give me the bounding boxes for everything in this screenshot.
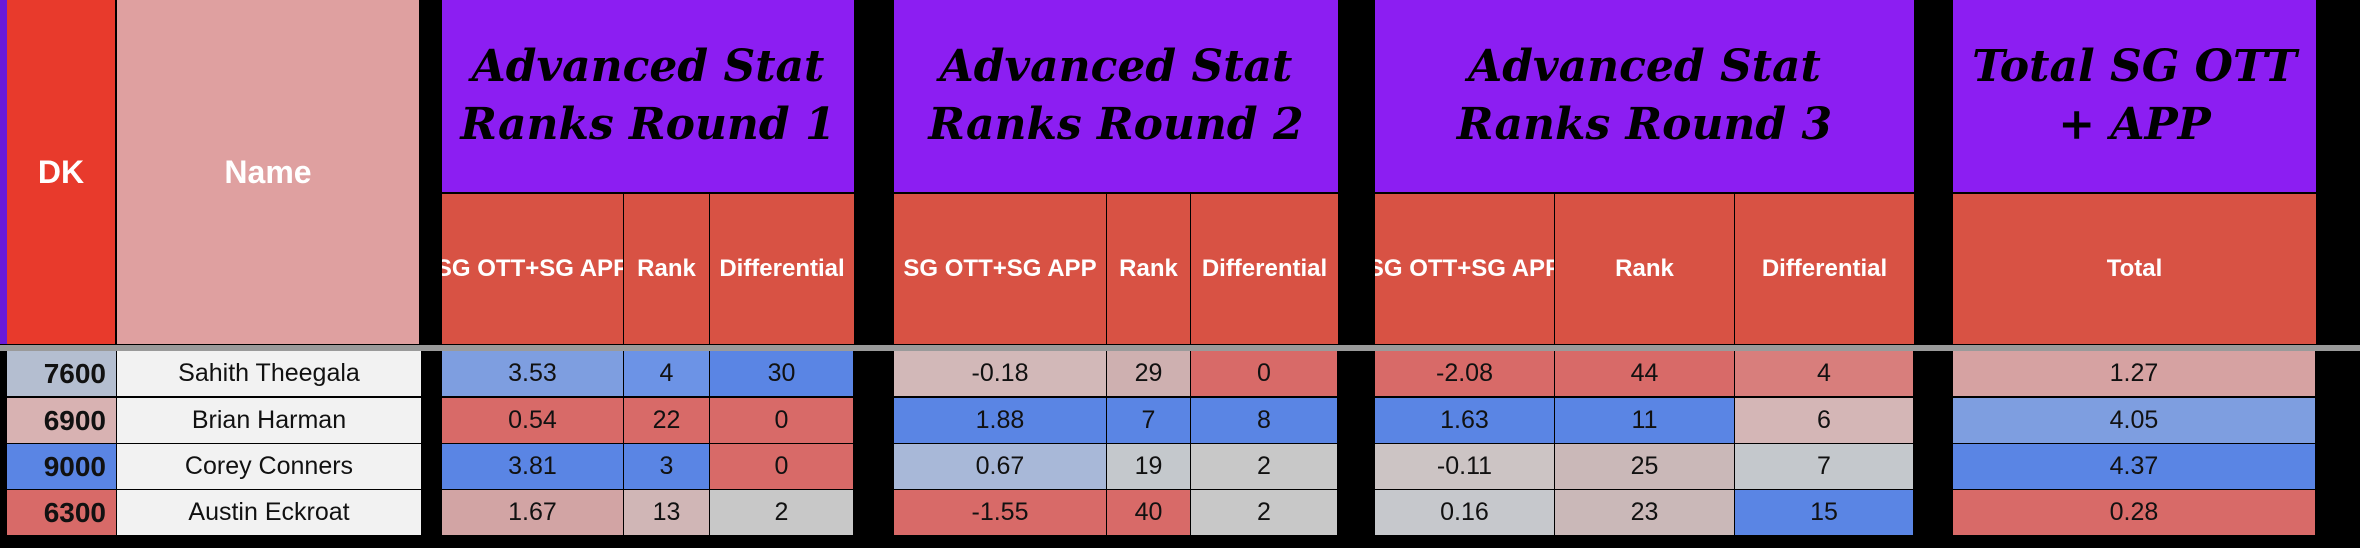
column-header-g3-differential[interactable]: Differential <box>1735 194 1914 344</box>
stat-cell-g1-c2[interactable]: 3 <box>624 444 710 490</box>
dk-salary-cell[interactable]: 6300 <box>7 490 117 536</box>
column-header-g2-sg-ott-sg-app[interactable]: SG OTT+SG APP <box>894 194 1107 344</box>
dk-salary-cell[interactable]: 9000 <box>7 444 117 490</box>
stat-cell-g2-c3[interactable]: 2 <box>1191 444 1338 490</box>
stat-cell-g3-c2[interactable]: 11 <box>1555 398 1735 444</box>
stat-cell-g2-c2[interactable]: 40 <box>1107 490 1191 536</box>
stat-cell-g3-c3[interactable]: 15 <box>1735 490 1914 536</box>
stat-cell-g4-c1[interactable]: 1.27 <box>1953 351 2316 397</box>
stat-cell-g2-c2[interactable]: 19 <box>1107 444 1191 490</box>
stat-cell-g2-c1[interactable]: -1.55 <box>894 490 1107 536</box>
player-name-cell[interactable]: Austin Eckroat <box>117 490 422 536</box>
stat-cell-g3-c1[interactable]: 0.16 <box>1375 490 1555 536</box>
column-header-g1-rank[interactable]: Rank <box>624 194 710 344</box>
stat-cell-g2-c1[interactable]: -0.18 <box>894 351 1107 397</box>
stat-cell-g2-c1[interactable]: 0.67 <box>894 444 1107 490</box>
dk-salary-cell[interactable]: 7600 <box>7 351 117 397</box>
stat-cell-g2-c2[interactable]: 7 <box>1107 398 1191 444</box>
stat-cell-g1-c3[interactable]: 0 <box>710 398 854 444</box>
stat-cell-g1-c3[interactable]: 0 <box>710 444 854 490</box>
stat-cell-g4-c1[interactable]: 0.28 <box>1953 490 2316 536</box>
stat-cell-g3-c1[interactable]: 1.63 <box>1375 398 1555 444</box>
column-header-g3-sg-ott-sg-app[interactable]: SG OTT+SG APP <box>1375 194 1555 344</box>
stat-cell-g3-c2[interactable]: 44 <box>1555 351 1735 397</box>
group-title-4: Total SG OTT + APP <box>1953 0 2316 194</box>
left-edge-stripe <box>0 0 7 344</box>
player-name-cell[interactable]: Brian Harman <box>117 398 422 444</box>
stat-cell-g1-c1[interactable]: 3.81 <box>442 444 624 490</box>
stat-cell-g1-c1[interactable]: 1.67 <box>442 490 624 536</box>
stat-cell-g1-c1[interactable]: 0.54 <box>442 398 624 444</box>
stat-cell-g1-c2[interactable]: 22 <box>624 398 710 444</box>
stat-cell-g4-c1[interactable]: 4.05 <box>1953 398 2316 444</box>
player-name-cell[interactable]: Corey Conners <box>117 444 422 490</box>
stat-cell-g1-c1[interactable]: 3.53 <box>442 351 624 397</box>
stat-cell-g1-c2[interactable]: 13 <box>624 490 710 536</box>
stat-cell-g3-c1[interactable]: -0.11 <box>1375 444 1555 490</box>
stat-cell-g1-c3[interactable]: 30 <box>710 351 854 397</box>
column-header-g4-total[interactable]: Total <box>1953 194 2316 344</box>
stat-cell-g3-c3[interactable]: 6 <box>1735 398 1914 444</box>
stat-cell-g1-c3[interactable]: 2 <box>710 490 854 536</box>
dk-salary-cell[interactable]: 6900 <box>7 398 117 444</box>
column-header-dk[interactable]: DK <box>7 0 117 344</box>
group-title-2: Advanced Stat Ranks Round 2 <box>894 0 1338 194</box>
column-header-g3-rank[interactable]: Rank <box>1555 194 1735 344</box>
column-header-g1-sg-ott-sg-app[interactable]: SG OTT+SG APP <box>442 194 624 344</box>
stat-cell-g3-c3[interactable]: 4 <box>1735 351 1914 397</box>
stat-cell-g2-c3[interactable]: 8 <box>1191 398 1338 444</box>
stat-cell-g2-c1[interactable]: 1.88 <box>894 398 1107 444</box>
column-header-name[interactable]: Name <box>117 0 422 344</box>
column-header-g2-differential[interactable]: Differential <box>1191 194 1338 344</box>
column-header-g1-differential[interactable]: Differential <box>710 194 854 344</box>
stat-cell-g3-c2[interactable]: 23 <box>1555 490 1735 536</box>
stat-cell-g2-c3[interactable]: 2 <box>1191 490 1338 536</box>
stat-cell-g4-c1[interactable]: 4.37 <box>1953 444 2316 490</box>
stat-cell-g1-c2[interactable]: 4 <box>624 351 710 397</box>
stat-cell-g3-c3[interactable]: 7 <box>1735 444 1914 490</box>
player-name-cell[interactable]: Sahith Theegala <box>117 351 422 397</box>
stat-cell-g2-c2[interactable]: 29 <box>1107 351 1191 397</box>
column-header-g2-rank[interactable]: Rank <box>1107 194 1191 344</box>
stat-cell-g3-c1[interactable]: -2.08 <box>1375 351 1555 397</box>
group-title-1: Advanced Stat Ranks Round 1 <box>442 0 854 194</box>
stat-cell-g3-c2[interactable]: 25 <box>1555 444 1735 490</box>
stat-cell-g2-c3[interactable]: 0 <box>1191 351 1338 397</box>
group-title-3: Advanced Stat Ranks Round 3 <box>1375 0 1914 194</box>
header-separator <box>0 345 2360 351</box>
